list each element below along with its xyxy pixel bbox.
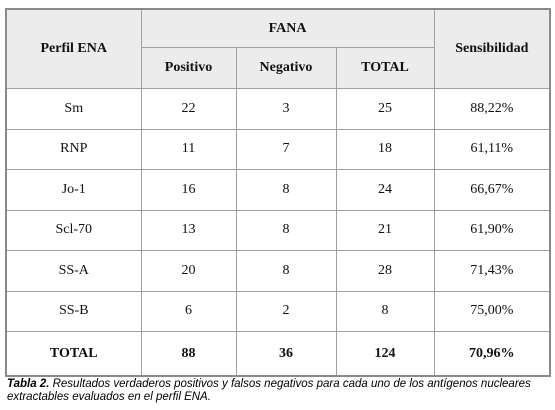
- table-row: TOTAL 88 36 124 70,96%: [5, 331, 551, 377]
- table-cell: RNP: [5, 128, 142, 170]
- table-cell: 24: [335, 169, 435, 211]
- table-cell: 124: [335, 331, 435, 377]
- header-cell: Positivo: [140, 47, 237, 89]
- table-cell: 13: [140, 209, 237, 251]
- header-cell: Perfil ENA: [5, 8, 142, 89]
- table-cell: 3: [235, 88, 337, 130]
- table-row: SS-B 6 2 8 75,00%: [5, 290, 551, 332]
- caption: Tabla 2. Resultados verdaderos positivos…: [7, 378, 552, 404]
- table-cell: 28: [335, 250, 435, 292]
- table-cell: 8: [335, 290, 435, 332]
- table-cell: 2: [235, 290, 337, 332]
- header-cell: TOTAL: [335, 47, 435, 89]
- table-cell: 36: [235, 331, 337, 377]
- table-cell: 88,22%: [433, 88, 551, 130]
- table-cell: 71,43%: [433, 250, 551, 292]
- table-row: Jo-1 16 8 24 66,67%: [5, 169, 551, 211]
- table-cell: SS-B: [5, 290, 142, 332]
- table-cell: 61,11%: [433, 128, 551, 170]
- table-cell: 25: [335, 88, 435, 130]
- table-row: Scl-70 13 8 21 61,90%: [5, 209, 551, 251]
- table-cell: TOTAL: [5, 331, 142, 377]
- results-table: Perfil ENA FANA Sensibilidad Positivo Neg…: [5, 8, 552, 377]
- table-row: RNP 11 7 18 61,11%: [5, 128, 551, 170]
- table-cell: 6: [140, 290, 237, 332]
- table-cell: 66,67%: [433, 169, 551, 211]
- caption-text: Resultados verdaderos positivos y falsos…: [7, 378, 531, 403]
- table-cell: 11: [140, 128, 237, 170]
- table-row: SS-A 20 8 28 71,43%: [5, 250, 551, 292]
- table-cell: 21: [335, 209, 435, 251]
- table-cell: Jo-1: [5, 169, 142, 211]
- header-cell: Negativo: [235, 47, 337, 89]
- table-row: Sm 22 3 25 88,22%: [5, 88, 551, 130]
- table-cell: 88: [140, 331, 237, 377]
- table-cell: 61,90%: [433, 209, 551, 251]
- table-cell: 8: [235, 209, 337, 251]
- table-cell: 70,96%: [433, 331, 551, 377]
- header-cell: Sensibilidad: [433, 8, 551, 89]
- table-cell: Sm: [5, 88, 142, 130]
- table-cell: 20: [140, 250, 237, 292]
- caption-label: Tabla 2.: [7, 378, 50, 390]
- table-cell: 7: [235, 128, 337, 170]
- table-cell: 8: [235, 169, 337, 211]
- header-group: FANA: [140, 8, 435, 48]
- table-cell: Scl-70: [5, 209, 142, 251]
- table-cell: 75,00%: [433, 290, 551, 332]
- table-cell: 22: [140, 88, 237, 130]
- table-cell: 16: [140, 169, 237, 211]
- table-cell: SS-A: [5, 250, 142, 292]
- table-cell: 8: [235, 250, 337, 292]
- table-cell: 18: [335, 128, 435, 170]
